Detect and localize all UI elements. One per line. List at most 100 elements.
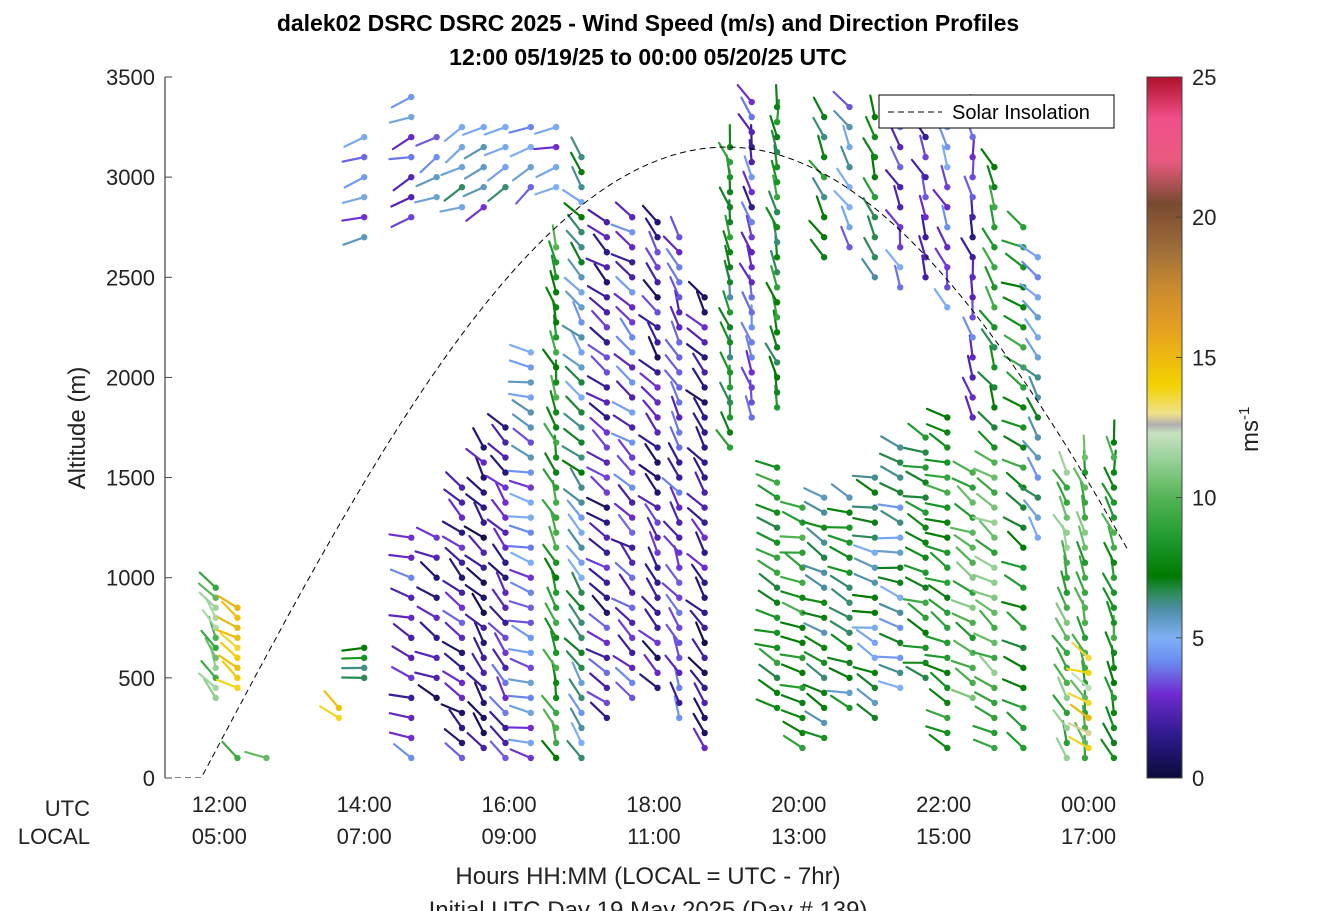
barb-point (527, 529, 534, 536)
barb-shaft (642, 399, 659, 419)
barb-shaft (976, 477, 996, 494)
wind-barb (973, 691, 998, 707)
wind-barb (533, 143, 560, 151)
barb-shaft (719, 351, 732, 374)
barb-point (944, 579, 951, 586)
barb-point (922, 464, 929, 471)
wind-barb (1005, 492, 1027, 511)
barb-shaft (686, 327, 706, 344)
wind-barb (552, 359, 560, 386)
barb-shaft (878, 632, 902, 644)
barb-point (408, 153, 415, 161)
barb-point (433, 173, 440, 181)
barb-point (820, 234, 828, 241)
wind-barb (587, 343, 611, 361)
barb-shaft (893, 184, 902, 209)
barb-shaft (989, 344, 996, 369)
barb-point (552, 364, 560, 371)
wind-barb (415, 133, 440, 147)
wind-barb (510, 551, 534, 566)
wind-barb (661, 582, 683, 601)
barb-point (871, 153, 879, 161)
barb-shaft (615, 380, 634, 399)
barb-shaft (866, 215, 876, 239)
wind-barb (507, 619, 534, 626)
barb-point (991, 594, 998, 601)
barb-point (701, 459, 708, 466)
barb-shaft (1002, 396, 1025, 409)
wind-barb (545, 286, 560, 311)
y-tick-label: 0 (143, 766, 155, 791)
barb-shaft (979, 609, 996, 629)
barb-shaft (562, 353, 583, 369)
barb-point (654, 384, 661, 391)
barb-shaft (748, 139, 753, 164)
barb-point (552, 394, 560, 401)
barb-point (1034, 314, 1042, 321)
wind-barb (885, 249, 904, 271)
y-tick-label: 3000 (106, 165, 155, 190)
barb-point (1085, 654, 1092, 662)
barb-point (846, 524, 853, 531)
barb-shaft (940, 164, 949, 189)
wind-barb (586, 630, 611, 647)
barb-shaft (853, 544, 876, 554)
barb-point (701, 699, 708, 707)
barb-point (629, 259, 636, 266)
barb-point (1110, 439, 1118, 446)
barb-point (234, 614, 241, 621)
barb-point (578, 529, 585, 536)
barb-shaft (570, 136, 583, 159)
wind-barb (695, 621, 708, 647)
barb-point (654, 309, 661, 316)
wind-barb (565, 544, 585, 566)
barb-point (603, 654, 611, 662)
barb-shaft (669, 215, 681, 239)
barb-shaft (902, 446, 927, 454)
barb-shaft (693, 397, 706, 419)
wind-barb (722, 290, 734, 316)
barb-point (408, 214, 415, 221)
barb-point (552, 334, 560, 341)
barb-shaft (509, 568, 532, 579)
barb-point (1081, 754, 1089, 762)
barb-point (1110, 499, 1118, 506)
barb-shaft (220, 641, 239, 659)
barb-point (335, 714, 343, 722)
barb-point (871, 594, 879, 601)
barb-point (212, 664, 219, 672)
barb-point (1081, 664, 1089, 672)
barb-point (527, 394, 534, 401)
barb-point (458, 649, 466, 657)
barb-shaft (1028, 516, 1039, 539)
barb-shaft (1001, 419, 1025, 429)
barb-point (1034, 274, 1042, 281)
wind-barb (419, 153, 440, 174)
barb-point (676, 489, 683, 496)
wind-barb (974, 705, 998, 722)
wind-barb (562, 488, 585, 506)
wind-barb (392, 623, 415, 641)
barb-point (726, 249, 734, 256)
wind-barb (1003, 435, 1027, 451)
barb-shaft (201, 608, 217, 629)
barb-shaft (509, 657, 532, 669)
barb-point (701, 399, 708, 406)
wind-barb (693, 697, 708, 722)
wind-barb (569, 707, 585, 732)
barb-shaft (645, 247, 659, 269)
barb-point (846, 554, 853, 561)
wind-barb (925, 663, 951, 677)
barb-shaft (924, 531, 949, 539)
barb-shaft (510, 551, 532, 564)
wind-barb (667, 457, 683, 481)
wind-barb (740, 201, 755, 226)
wind-barb (638, 358, 661, 376)
barb-shaft (1019, 282, 1039, 299)
barb-point (944, 519, 951, 526)
barb-point (969, 314, 976, 321)
barb-point (969, 133, 976, 141)
barb-shaft (542, 648, 558, 669)
barb-point (433, 634, 440, 641)
barb-point (603, 234, 611, 241)
